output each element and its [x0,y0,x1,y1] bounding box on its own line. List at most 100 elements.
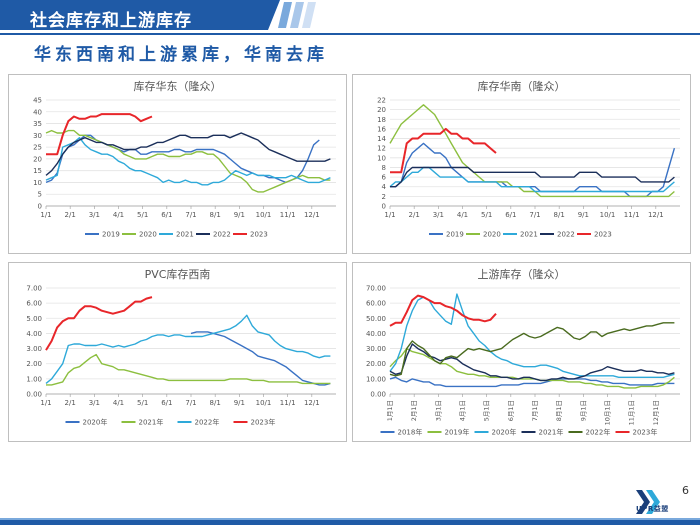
x-tick-label: 7/1 [185,399,196,407]
x-tick-label: 6/1 [161,399,172,407]
company-logo-icon [636,490,660,514]
legend-label: 2023年 [633,428,658,437]
x-tick-label: 9/1 [234,211,245,219]
page-subtitle: 华东西南和上游累库，华南去库 [34,45,328,65]
x-tick-label: 1月1日 [386,400,394,421]
y-tick-label: 30.00 [366,345,386,353]
y-tick-label: 5.00 [26,315,42,323]
y-tick-label: 14 [377,135,386,143]
y-tick-label: 0 [382,203,386,211]
y-tick-label: 20.00 [366,360,386,368]
header-banner [0,0,700,35]
x-tick-label: 10月1日 [604,400,612,425]
header-chevron-1 [278,2,292,28]
y-tick-label: 45 [33,97,42,105]
legend-label: 2023 [250,231,268,239]
company-logo-text: UPR益盟 [636,505,669,513]
y-tick-label: 16 [377,125,386,133]
x-tick-label: 11/1 [624,211,640,219]
x-tick-label: 12/1 [304,211,320,219]
legend-label: 2019 [446,231,464,239]
series-line-2023年 [389,294,497,327]
chart-pvc-southwest: PVC库存西南 0.00 1.00 2.00 3.00 4.00 5.00 6.00 7.00 1… [8,262,347,442]
y-tick-label: 3.00 [26,345,42,353]
header-chevron-3 [302,2,316,28]
x-tick-label: 3/1 [433,211,444,219]
legend-label: 2019 [102,231,120,239]
y-tick-label: 0.00 [26,391,42,399]
y-tick-label: 10 [33,179,42,187]
page-number: 6 [682,484,689,497]
x-tick-label: 3/1 [89,399,100,407]
page-title: 社会库存和上游库存 [30,11,192,31]
x-tick-label: 9/1 [234,399,245,407]
chart-title: 库存华南（隆众） [478,79,566,93]
series-line-2021 [45,137,331,186]
x-tick-label: 8月1日 [555,400,563,421]
x-tick-label: 3月1日 [434,400,442,421]
y-tick-label: 2.00 [26,360,42,368]
x-tick-label: 2月1日 [410,400,418,421]
legend-label: 2021年 [539,428,564,437]
legend-label: 2022 [213,231,231,239]
y-tick-label: 40.00 [366,330,386,338]
y-tick-label: 12 [377,145,386,153]
y-tick-label: 5 [38,191,42,199]
series-line-2020 [389,104,675,198]
series-line-2022年 [45,314,331,384]
chart-title: 库存华东（隆众） [134,79,222,93]
y-tick-label: 4.00 [26,330,42,338]
y-tick-label: 10.00 [366,375,386,383]
x-tick-label: 8/1 [554,211,565,219]
x-tick-label: 2/1 [65,211,76,219]
chart-frame [8,74,347,254]
x-tick-label: 7/1 [529,211,540,219]
legend-label: 2022年 [195,418,220,427]
legend-label: 2020年 [83,418,108,427]
chart-frame [352,262,691,442]
x-tick-label: 5/1 [137,211,148,219]
series-line-2022 [390,166,675,188]
series-line-2018年 [389,376,675,388]
series-line-2021 [389,166,675,193]
x-tick-label: 6月1日 [507,400,515,421]
y-tick-label: 18 [377,116,386,124]
header-banner-shape [0,0,280,30]
series-line-2022年 [389,322,675,377]
series-line-2023 [46,113,153,156]
x-tick-label: 9/1 [578,211,589,219]
legend-label: 2022年 [586,428,611,437]
x-tick-label: 4/1 [457,211,468,219]
x-tick-label: 8/1 [210,211,221,219]
y-tick-label: 2 [382,193,386,201]
header-chevron-2 [290,2,304,28]
x-tick-label: 11/1 [280,211,296,219]
footer-stripe [0,518,700,525]
legend-label: 2022 [557,231,575,239]
x-tick-label: 5/1 [481,211,492,219]
series-line-2023 [390,127,497,174]
y-tick-label: 60.00 [366,300,386,308]
x-tick-label: 9月1日 [579,400,587,421]
y-tick-label: 6 [382,174,387,182]
legend-label: 2021 [176,231,194,239]
x-tick-label: 8/1 [210,399,221,407]
legend-label: 2023年 [251,418,276,427]
y-tick-label: 7.00 [26,285,42,293]
x-tick-label: 6/1 [505,211,516,219]
y-tick-label: 15 [33,167,42,175]
y-tick-label: 20 [377,106,386,114]
series-line-2021年 [46,353,331,386]
x-tick-label: 4月1日 [459,400,467,421]
chart-east-inventory: 库存华东（隆众） 0 5 10 15 20 25 30 35 40 45 1/1 2/1 3/1 4/1 5/… [8,74,347,254]
x-tick-label: 1/1 [40,399,51,407]
legend-label: 2020年 [492,428,517,437]
chart-frame [8,262,347,442]
legend-label: 2019年 [445,428,470,437]
y-tick-label: 4 [382,183,387,191]
x-tick-label: 11/1 [280,399,296,407]
legend-label: 2021 [520,231,538,239]
y-tick-label: 6.00 [26,300,42,308]
x-tick-label: 3/1 [89,211,100,219]
legend-label: 2020 [483,231,501,239]
